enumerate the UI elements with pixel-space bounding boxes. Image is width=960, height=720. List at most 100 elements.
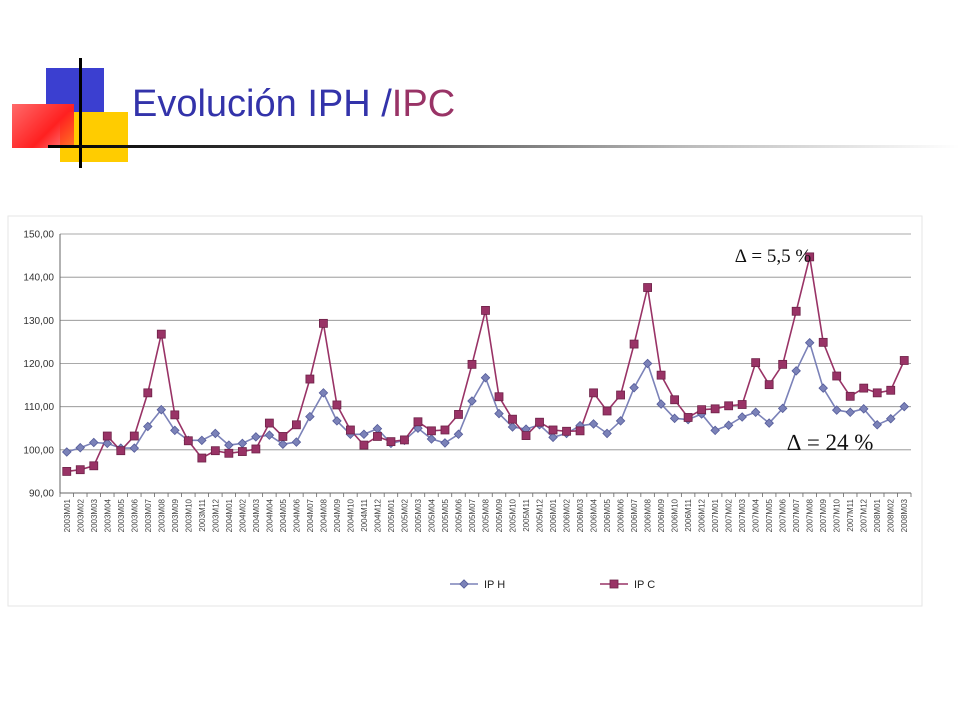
x-tick-label: 2004M09: [333, 498, 342, 532]
x-tick-label: 2006M03: [576, 498, 585, 532]
title-part-ipc: IPC: [391, 83, 456, 125]
x-tick-label: 2005M06: [454, 498, 463, 532]
point-ip-h: [548, 432, 558, 443]
x-tick-label: 2003M05: [117, 498, 126, 532]
point-ip-c: [143, 388, 153, 398]
point-ip-c: [346, 425, 355, 435]
point-ip-c: [481, 306, 490, 315]
point-ip-h: [480, 372, 491, 383]
point-ip-h: [129, 443, 140, 453]
point-ip-c: [643, 283, 652, 292]
point-ip-c: [440, 425, 450, 435]
x-tick-label: 2004M05: [279, 498, 288, 532]
point-ip-h: [197, 435, 207, 446]
x-tick-label: 2006M07: [630, 498, 639, 532]
point-ip-c: [872, 388, 882, 398]
point-ip-c: [251, 444, 261, 454]
x-tick-label: 2003M03: [90, 498, 99, 532]
point-ip-h: [61, 447, 72, 457]
point-ip-c: [373, 432, 382, 441]
point-ip-c: [494, 392, 504, 402]
x-tick-label: 2004M02: [238, 498, 247, 532]
x-tick-label: 2006M02: [563, 498, 572, 532]
point-ip-h: [737, 412, 747, 422]
point-ip-c: [886, 385, 896, 395]
title-underline: [48, 145, 960, 148]
point-ip-h: [723, 420, 734, 430]
point-ip-h: [615, 416, 626, 426]
point-ip-h: [629, 382, 639, 393]
x-tick-label: 2003M10: [184, 498, 193, 532]
x-tick-label: 2007M05: [765, 498, 774, 532]
decor-vertical-line: [79, 58, 82, 168]
point-ip-c: [237, 447, 247, 456]
delta-annotation: ∆ = 24 %: [787, 430, 873, 455]
point-ip-c: [467, 359, 477, 369]
point-ip-c: [764, 380, 774, 390]
legend-label: IP H: [484, 579, 505, 591]
point-ip-c: [508, 414, 517, 424]
title-part-iph: Evolución IPH /: [132, 83, 392, 125]
x-tick-label: 2006M06: [617, 498, 626, 532]
point-ip-h: [318, 388, 329, 398]
x-tick-label: 2005M09: [495, 498, 504, 532]
point-ip-c: [116, 446, 126, 456]
point-ip-c: [224, 448, 234, 458]
point-ip-c: [102, 431, 112, 441]
point-ip-c: [89, 461, 99, 471]
point-ip-c: [400, 435, 409, 445]
point-ip-c: [845, 391, 855, 401]
x-tick-label: 2008M03: [900, 498, 909, 532]
point-ip-h: [359, 429, 369, 440]
x-tick-label: 2007M02: [725, 498, 734, 532]
x-tick-label: 2005M08: [482, 498, 491, 532]
point-ip-h: [453, 429, 464, 440]
x-tick-label: 2004M01: [225, 498, 234, 532]
point-ip-c: [319, 318, 328, 328]
x-tick-label: 2007M09: [819, 498, 828, 532]
point-ip-h: [750, 407, 761, 418]
x-tick-label: 2003M09: [171, 498, 180, 532]
point-ip-c: [210, 446, 220, 456]
point-ip-c: [535, 417, 544, 427]
point-ip-h: [251, 432, 261, 442]
x-tick-label: 2007M07: [792, 498, 801, 532]
x-tick-label: 2007M03: [738, 498, 747, 532]
point-ip-c: [75, 465, 85, 475]
point-ip-c: [616, 390, 625, 400]
point-ip-h: [845, 407, 855, 418]
x-tick-label: 2006M01: [549, 498, 558, 532]
point-ip-h: [278, 439, 288, 449]
point-ip-h: [291, 437, 302, 447]
x-tick-label: 2008M01: [873, 498, 882, 532]
point-ip-h: [858, 404, 869, 414]
point-ip-c: [710, 404, 720, 414]
legend-marker: [609, 579, 619, 589]
delta-annotation: ∆ = 5,5 %: [735, 246, 811, 267]
x-tick-label: 2007M12: [860, 498, 869, 532]
x-tick-label: 2003M01: [63, 498, 72, 532]
y-tick-label: 90,00: [29, 489, 54, 500]
x-tick-label: 2004M04: [265, 498, 274, 532]
point-ip-h: [210, 428, 221, 439]
point-ip-c: [305, 374, 315, 384]
x-tick-label: 2005M05: [441, 498, 450, 532]
point-ip-h: [332, 416, 342, 426]
point-ip-c: [670, 395, 680, 405]
point-ip-h: [885, 413, 896, 424]
point-ip-h: [588, 419, 599, 429]
x-tick-label: 2006M05: [603, 498, 612, 532]
point-ip-c: [683, 413, 693, 422]
point-ip-c: [291, 420, 301, 430]
x-tick-label: 2006M10: [671, 498, 680, 532]
x-tick-label: 2003M08: [157, 498, 166, 532]
point-ip-c: [454, 410, 463, 419]
point-ip-c: [575, 426, 585, 436]
x-tick-label: 2004M08: [319, 498, 328, 532]
point-ip-h: [75, 442, 86, 453]
point-ip-h: [791, 366, 801, 376]
x-tick-label: 2005M11: [522, 498, 531, 531]
y-tick-label: 140,00: [23, 273, 54, 284]
point-ip-c: [264, 418, 274, 428]
x-tick-label: 2004M10: [346, 498, 355, 532]
